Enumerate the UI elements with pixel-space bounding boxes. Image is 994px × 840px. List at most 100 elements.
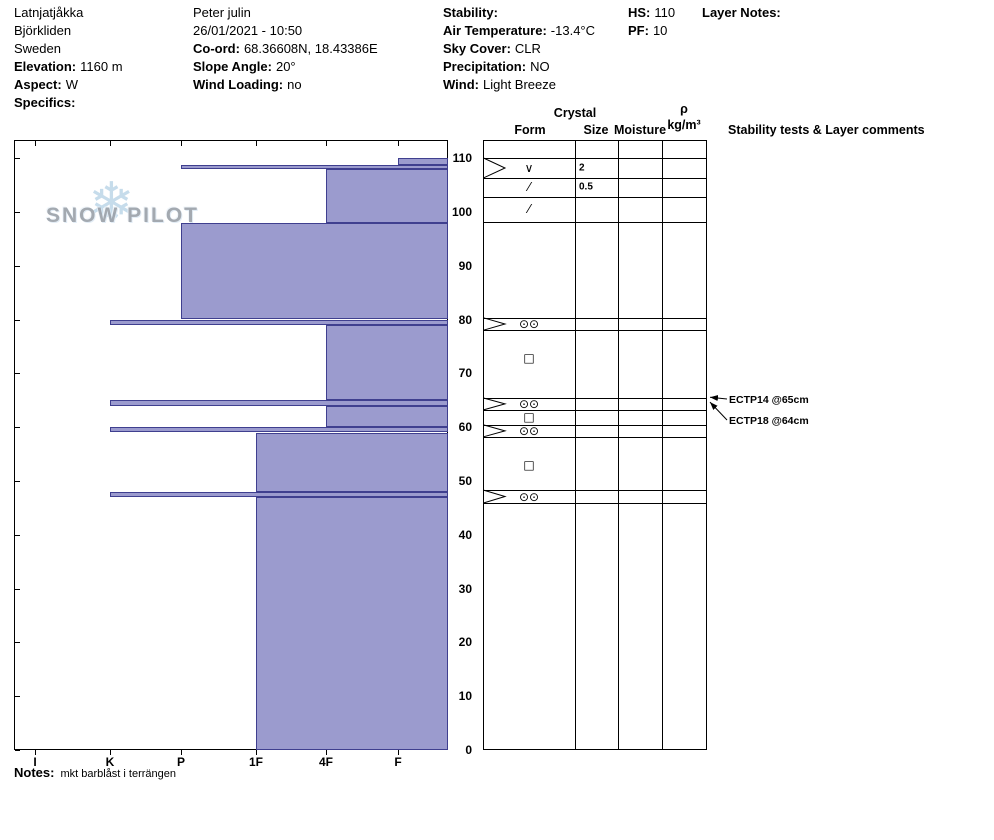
grain-form-symbol-melt-forms: ⊙⊙ bbox=[518, 317, 540, 331]
hardness-axis-label: F bbox=[394, 755, 402, 769]
depth-tick bbox=[15, 265, 20, 267]
stability-test-label: ECTP14 @65cm bbox=[729, 394, 809, 406]
grain-form-symbol-melt-forms: ⊙⊙ bbox=[518, 396, 540, 411]
snowflake-icon: ❄ bbox=[88, 171, 135, 236]
layer-bracket bbox=[483, 424, 507, 438]
form-header: Form bbox=[514, 123, 546, 137]
notes-label: Notes: bbox=[14, 765, 55, 780]
hardness-tick-top bbox=[256, 141, 257, 146]
pf-label: PF: bbox=[628, 23, 649, 38]
grain-form-symbol-facets: □ bbox=[523, 410, 535, 425]
moisture-header: Moisture bbox=[613, 123, 667, 137]
site-name: Latnjatjåkka bbox=[14, 5, 84, 20]
pf-value: 10 bbox=[652, 23, 668, 38]
hardness-axis-label: P bbox=[176, 755, 186, 769]
grain-form-symbol-decomposing: ⁄ bbox=[527, 202, 531, 217]
slope-angle-value: 20° bbox=[275, 59, 296, 74]
hardness-axis-label: I bbox=[33, 755, 37, 769]
hardness-tick-bottom bbox=[398, 750, 399, 755]
grain-form-symbol-facets: □ bbox=[523, 350, 535, 365]
hardness-tick-top bbox=[181, 141, 182, 146]
snow-layer-bar bbox=[110, 400, 448, 406]
observer-name: Peter julin bbox=[193, 5, 251, 20]
hs-value: 110 bbox=[654, 5, 676, 20]
panel-bottom-line bbox=[483, 749, 707, 750]
depth-tick bbox=[15, 319, 20, 321]
depth-tick bbox=[15, 373, 20, 375]
panel-row-line bbox=[483, 177, 707, 179]
crystal-size-value: 2 bbox=[579, 162, 585, 174]
snow-layer-bar bbox=[398, 158, 448, 165]
crystal-header: Crystal bbox=[553, 106, 597, 120]
logo-text: SNOW PILOT bbox=[46, 204, 199, 227]
hardness-tick-bottom bbox=[35, 750, 36, 755]
snow-layer-bar bbox=[326, 405, 448, 428]
hardness-tick-bottom bbox=[326, 750, 327, 755]
precipitation-value: NO bbox=[530, 59, 550, 74]
site-country: Sweden bbox=[14, 41, 61, 56]
wind-value: Light Breeze bbox=[482, 77, 556, 92]
panel-column-line bbox=[706, 140, 707, 750]
specifics-label: Specifics: bbox=[14, 95, 76, 110]
hardness-tick-top bbox=[110, 141, 111, 146]
depth-axis-label: 30 bbox=[458, 581, 472, 596]
depth-axis-label: 110 bbox=[452, 151, 472, 165]
panel-row-line bbox=[483, 196, 707, 198]
panel-column-line bbox=[483, 140, 484, 750]
depth-axis-label: 40 bbox=[458, 527, 472, 542]
wind-loading-label: Wind Loading: bbox=[193, 77, 284, 92]
hs-label: HS: bbox=[628, 5, 651, 20]
depth-axis-label: 80 bbox=[458, 312, 472, 327]
snow-layer-bar bbox=[110, 491, 448, 498]
aspect-label: Aspect: bbox=[14, 77, 62, 92]
depth-tick bbox=[15, 642, 20, 644]
layer-notes-label: Layer Notes: bbox=[702, 5, 781, 20]
depth-axis-label: 70 bbox=[458, 366, 472, 381]
panel-row-line bbox=[483, 330, 707, 332]
panel-row-line bbox=[483, 317, 707, 319]
panel-row-line bbox=[483, 436, 707, 438]
depth-tick bbox=[15, 480, 20, 482]
panel-row-line bbox=[483, 409, 707, 411]
grain-form-symbol-decomposing: ⁄ bbox=[527, 180, 531, 195]
precipitation-label: Precipitation: bbox=[443, 59, 527, 74]
snow-layer-bar bbox=[256, 432, 448, 492]
sky-cover-label: Sky Cover: bbox=[443, 41, 511, 56]
site-area: Björkliden bbox=[14, 23, 72, 38]
grain-form-symbol-surface-hoar: ∨ bbox=[524, 161, 534, 175]
test-arrow bbox=[709, 395, 728, 402]
depth-tick bbox=[15, 534, 20, 536]
snow-layer-bar bbox=[326, 169, 448, 223]
panel-row-line bbox=[483, 398, 707, 399]
stability-label: Stability: bbox=[443, 5, 498, 20]
grain-form-symbol-melt-forms: ⊙⊙ bbox=[518, 423, 540, 438]
depth-tick bbox=[15, 696, 20, 698]
air-temp-label: Air Temperature: bbox=[443, 23, 547, 38]
hardness-tick-top bbox=[35, 141, 36, 146]
snow-layer-bar bbox=[110, 427, 448, 433]
layer-bracket bbox=[483, 489, 507, 504]
panel-row-line bbox=[483, 490, 707, 492]
hardness-tick-top bbox=[398, 141, 399, 146]
hardness-tick-bottom bbox=[181, 750, 182, 755]
snow-layer-bar bbox=[181, 222, 448, 320]
test-arrow bbox=[709, 401, 728, 421]
depth-axis-label: 20 bbox=[458, 635, 472, 650]
coord-value: 68.36608N, 18.43386E bbox=[243, 41, 378, 56]
size-header: Size bbox=[583, 123, 609, 137]
depth-axis-label: 100 bbox=[451, 204, 472, 219]
depth-tick bbox=[15, 588, 20, 590]
depth-tick bbox=[15, 158, 20, 159]
panel-row-line bbox=[483, 158, 707, 159]
layer-bracket bbox=[483, 317, 507, 331]
sky-cover-value: CLR bbox=[514, 41, 541, 56]
layer-bracket bbox=[483, 397, 507, 411]
slope-angle-label: Slope Angle: bbox=[193, 59, 272, 74]
density-units: kg/m³ bbox=[667, 118, 701, 132]
panel-column-line bbox=[662, 140, 663, 750]
panel-row-line bbox=[483, 503, 707, 504]
density-rho-symbol: ρ bbox=[680, 102, 688, 116]
wind-loading-value: no bbox=[287, 77, 302, 92]
wind-label: Wind: bbox=[443, 77, 479, 92]
panel-column-line bbox=[618, 140, 619, 750]
